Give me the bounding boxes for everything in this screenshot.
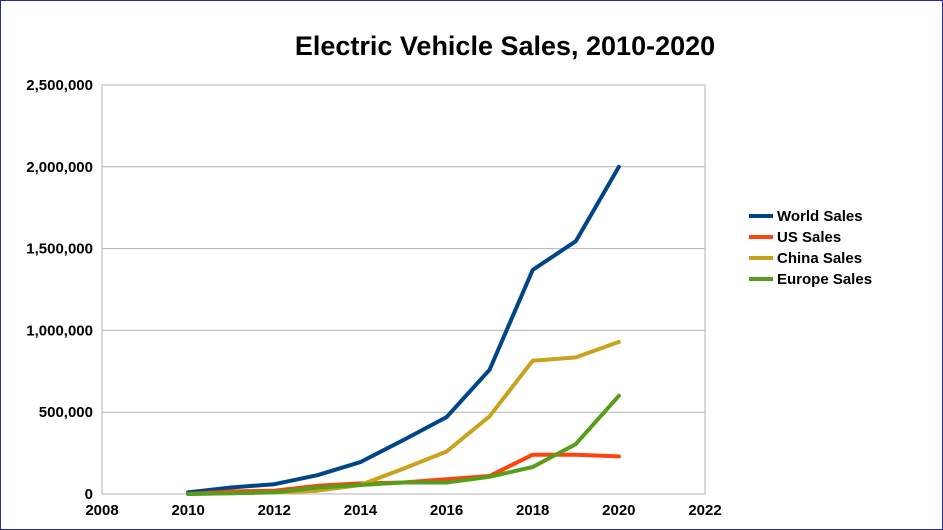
series-lines [186, 164, 621, 496]
legend-label-world-sales: World Sales [777, 208, 863, 225]
y-tick-label: 1,500,000 [26, 241, 93, 258]
series-line-europe-sales [186, 393, 621, 496]
x-axis-tick-labels: 2008 2010 2012 2014 2016 2018 2020 2022 [85, 502, 721, 519]
y-tick-label: 0 [85, 486, 93, 503]
chart-title: Electric Vehicle Sales, 2010-2020 [295, 31, 715, 61]
x-tick-label: 2020 [602, 502, 635, 519]
x-tick-label: 2008 [85, 502, 118, 519]
legend-label-us-sales: US Sales [777, 229, 841, 246]
x-tick-label: 2016 [430, 502, 463, 519]
x-tick-label: 2014 [344, 502, 378, 519]
y-tick-label: 500,000 [39, 404, 93, 421]
y-tick-label: 2,500,000 [26, 77, 93, 94]
plot-area-border [101, 84, 706, 495]
legend-label-china-sales: China Sales [777, 250, 862, 267]
y-tick-label: 2,000,000 [26, 159, 93, 176]
y-tick-label: 1,000,000 [26, 322, 93, 339]
series-line-world-sales [186, 164, 621, 495]
series-line-china-sales [186, 339, 621, 496]
y-axis-tick-labels: 0 500,000 1,000,000 1,500,000 2,000,000 2,500… [26, 77, 93, 503]
legend: World Sales US Sales China Sales Europe Sal… [749, 208, 872, 288]
x-tick-label: 2018 [516, 502, 549, 519]
x-tick-label: 2012 [258, 502, 291, 519]
x-tick-label: 2022 [688, 502, 721, 519]
legend-label-europe-sales: Europe Sales [777, 271, 872, 288]
series-line-us-sales [186, 452, 621, 496]
gridlines [102, 166, 705, 413]
x-tick-label: 2010 [171, 502, 204, 519]
